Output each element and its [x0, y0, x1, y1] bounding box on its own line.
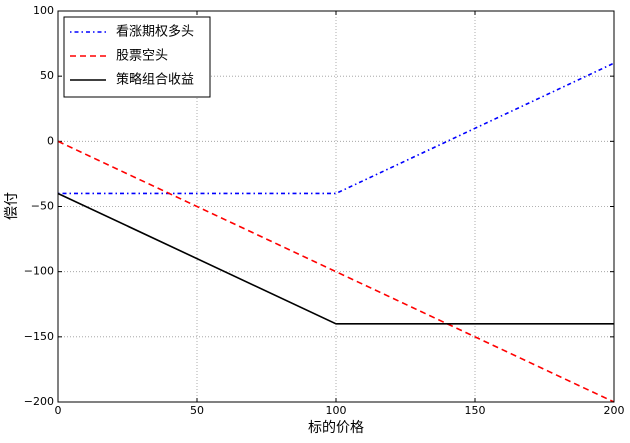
y-tick-label: −200 — [24, 395, 54, 408]
x-tick-label: 200 — [604, 404, 625, 417]
x-tick-label: 100 — [326, 404, 347, 417]
series-line — [58, 62, 615, 195]
x-tick-label: 150 — [465, 404, 486, 417]
y-axis-label: 偿付 — [4, 192, 20, 220]
y-tick-label: 100 — [33, 4, 54, 17]
x-axis-label: 标的价格 — [308, 420, 364, 436]
y-tick-label: −50 — [31, 200, 54, 213]
legend-label: 看涨期权多头 — [116, 24, 194, 40]
plot-frame — [57, 10, 615, 403]
x-tick-label: 0 — [55, 404, 62, 417]
series-line — [57, 192, 614, 325]
y-tick-label: 0 — [47, 134, 54, 147]
y-tick-label: −100 — [24, 265, 54, 278]
legend-label: 股票空头 — [116, 49, 168, 64]
series-line — [57, 140, 615, 403]
x-tick-label: 50 — [190, 404, 204, 417]
y-tick-label: −150 — [24, 330, 54, 343]
legend-box — [63, 16, 211, 98]
legend-label: 策略组合收益 — [116, 72, 194, 88]
y-tick-label: 50 — [40, 69, 54, 82]
